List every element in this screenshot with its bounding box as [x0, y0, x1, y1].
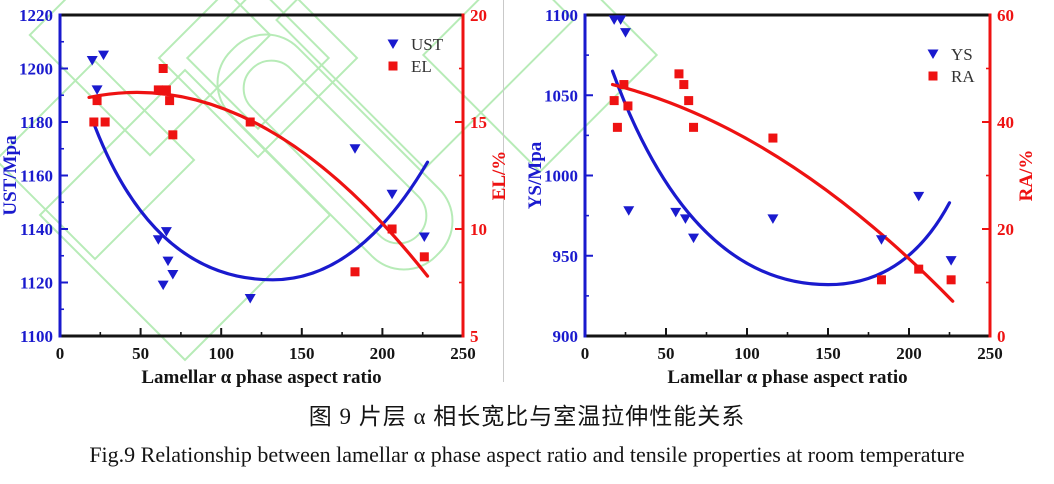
svg-text:1220: 1220: [19, 6, 53, 25]
svg-text:200: 200: [896, 344, 922, 363]
legend-label-YS: YS: [951, 45, 973, 64]
legend-label-EL: EL: [411, 57, 432, 76]
svg-text:1100: 1100: [20, 327, 53, 346]
svg-text:1180: 1180: [20, 113, 53, 132]
series-UST: [86, 50, 430, 304]
svg-text:150: 150: [815, 344, 841, 363]
legend-label-UST: UST: [411, 35, 444, 54]
svg-text:20: 20: [997, 220, 1014, 239]
svg-text:20: 20: [470, 6, 487, 25]
charts-canvas: 0 50 100 150 200 2501100112011401160118012001…: [0, 6, 1037, 388]
caption-chinese: 图 9 片层 α 相长宽比与室温拉伸性能关系: [308, 404, 746, 429]
svg-text:1120: 1120: [20, 274, 53, 293]
series-RA: [609, 69, 956, 285]
plot-frame: [58, 13, 465, 338]
svg-text:0: 0: [997, 327, 1006, 346]
trend-line-UST: [90, 117, 430, 282]
svg-text:40: 40: [997, 113, 1014, 132]
svg-text:1100: 1100: [545, 6, 578, 25]
svg-text:200: 200: [370, 344, 396, 363]
right-axis-title: RA/%: [1016, 150, 1037, 202]
legend: UST EL: [387, 35, 444, 76]
svg-text:1050: 1050: [544, 86, 578, 105]
svg-text:1140: 1140: [20, 220, 53, 239]
svg-text:150: 150: [289, 344, 315, 363]
chart-0: 0 50 100 150 200 250 1100 1120 1140 1160 1180 1200 1…: [0, 6, 510, 388]
plot-frame: [583, 13, 992, 338]
svg-text:250: 250: [450, 344, 476, 363]
series-YS: [608, 15, 957, 266]
right-axis-title: EL/%: [489, 151, 510, 201]
svg-text:5: 5: [470, 327, 479, 346]
svg-text:60: 60: [997, 6, 1014, 25]
svg-text:1000: 1000: [544, 167, 578, 186]
svg-text:50: 50: [132, 344, 149, 363]
legend-label-RA: RA: [951, 67, 975, 86]
axis-ticks: 0 50 100 150 200 250 1100 1120 1140 1160 1180 1200 1…: [19, 6, 487, 363]
legend-marker-YS: [927, 49, 939, 59]
svg-text:1160: 1160: [20, 167, 53, 186]
legend-marker-UST: [387, 39, 399, 49]
series-EL: [89, 64, 429, 277]
svg-text:1200: 1200: [19, 60, 53, 79]
legend-marker-EL: [388, 61, 398, 71]
x-axis-title: Lamellar α phase aspect ratio: [667, 367, 907, 388]
axis-tick-labels: 0 50 100 150 200 250 900 950 1000 1050 1100 0 20 40 60: [544, 6, 1014, 363]
svg-text:950: 950: [553, 247, 579, 266]
svg-text:250: 250: [977, 344, 1003, 363]
chart-1: 0 50 100 150 200 250 900 950 1000 1050 1100 0 20 40 60…: [525, 6, 1037, 388]
svg-text:0: 0: [56, 344, 65, 363]
svg-text:10: 10: [470, 220, 487, 239]
svg-text:50: 50: [658, 344, 675, 363]
svg-text:900: 900: [553, 327, 579, 346]
axis-ticks: 0 50 100 150 200 250 900 950 1000 1050 1100 0 20 40 60: [544, 6, 1014, 363]
legend-marker-RA: [928, 71, 938, 81]
axis-tick-labels: 0 50 100 150 200 250 1100 1120 1140 1160 1180 1200 1…: [19, 6, 487, 363]
svg-text:100: 100: [734, 344, 760, 363]
left-axis-title: UST/Mpa: [0, 135, 21, 216]
left-axis-title: YS/Mpa: [525, 141, 546, 209]
watermark-pattern: [0, 0, 659, 362]
watermark-shapes: [0, 0, 659, 362]
trend-line-YS: [610, 69, 952, 287]
svg-text:100: 100: [208, 344, 234, 363]
caption-english: Fig.9 Relationship between lamellar α ph…: [89, 442, 965, 467]
trend-line-RA: [610, 82, 955, 303]
column-separator-line: [503, 0, 504, 382]
svg-text:15: 15: [470, 113, 487, 132]
trend-line-EL: [87, 90, 430, 278]
legend: YS RA: [927, 45, 975, 86]
svg-text:0: 0: [581, 344, 590, 363]
x-axis-title: Lamellar α phase aspect ratio: [141, 367, 381, 388]
